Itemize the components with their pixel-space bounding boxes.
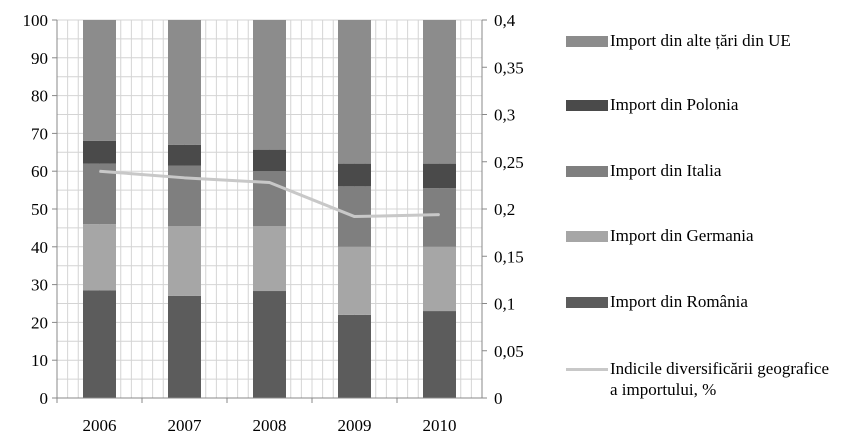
legend-line-diversification-index (566, 368, 608, 371)
bar-2008-series-0 (253, 291, 286, 398)
right-tick-label: 0,4 (494, 11, 516, 30)
legend-item-other-eu: Import din alte țări din UE (566, 30, 791, 51)
bar-2007-series-4 (168, 20, 201, 145)
legend-swatch-germania (566, 231, 608, 242)
bar-2010-series-2 (423, 188, 456, 247)
x-tick-label: 2007 (168, 416, 203, 435)
left-tick-label: 10 (31, 351, 48, 370)
bar-2008-series-3 (253, 149, 286, 172)
diversification-index-point (184, 177, 185, 179)
legend-item-italia: Import din Italia (566, 160, 721, 181)
bar-2007-series-3 (168, 144, 201, 166)
left-tick-label: 30 (31, 276, 48, 295)
left-tick-label: 50 (31, 200, 48, 219)
bar-2006-series-2 (83, 163, 116, 225)
bar-2007-series-1 (168, 226, 201, 296)
left-tick-label: 60 (31, 162, 48, 181)
axes: 0 10 20 30 40 50 60 70 80 90 100 0 0,05 0,1 0,15 0,2 0,2… (23, 11, 524, 435)
x-tick-label: 2008 (253, 416, 287, 435)
diversification-index-point (269, 182, 270, 184)
bar-2008-series-2 (253, 171, 286, 227)
legend-label-diversification-index: Indicile diversificării geografice a imp… (610, 359, 829, 399)
right-tick-label: 0,05 (494, 342, 524, 361)
bar-2006-series-4 (83, 20, 116, 141)
bar-2007-series-0 (168, 295, 201, 398)
bar-2010-series-1 (423, 246, 456, 312)
bar-2006-series-3 (83, 140, 116, 164)
bar-2006-series-1 (83, 224, 116, 291)
diversification-index-point (99, 170, 100, 172)
left-tick-label: 100 (23, 11, 49, 30)
right-tick-label: 0,35 (494, 58, 524, 77)
legend-label-romania: Import din România (610, 292, 748, 311)
right-tick-label: 0 (494, 389, 503, 408)
legend-swatch-other-eu (566, 36, 608, 47)
right-tick-label: 0,2 (494, 200, 515, 219)
legend-swatch-romania (566, 297, 608, 308)
bar-2008-series-4 (253, 20, 286, 150)
legend-label-italia: Import din Italia (610, 161, 722, 180)
right-tick-label: 0,25 (494, 153, 524, 172)
legend-item-romania: Import din România (566, 291, 748, 312)
bar-2009-series-3 (338, 163, 371, 187)
legend: Import din alte țări din UE Import din P… (566, 0, 856, 438)
bar-2010-series-4 (423, 20, 456, 164)
x-tick-label: 2010 (423, 416, 457, 435)
bar-2010-series-3 (423, 163, 456, 189)
diversification-index-point (354, 216, 355, 218)
right-tick-label: 0,15 (494, 247, 524, 266)
legend-swatch-italia (566, 166, 608, 177)
left-tick-label: 40 (31, 238, 48, 257)
legend-label-polonia: Import din Polonia (610, 95, 739, 114)
legend-label-germania: Import din Germania (610, 226, 754, 245)
legend-label-other-eu: Import din alte țări din UE (610, 31, 791, 50)
left-tick-label: 70 (31, 124, 48, 143)
bar-2008-series-1 (253, 226, 286, 292)
x-tick-label: 2009 (338, 416, 372, 435)
line-series (99, 169, 440, 219)
x-tick-label: 2006 (83, 416, 117, 435)
left-tick-label: 0 (40, 389, 49, 408)
bar-2009-series-1 (338, 246, 371, 315)
diversification-index-point (439, 214, 440, 216)
bar-2007-series-2 (168, 165, 201, 227)
right-tick-label: 0,3 (494, 106, 515, 125)
legend-item-diversification-index: Indicile diversificării geografice a imp… (566, 358, 840, 400)
left-tick-label: 90 (31, 49, 48, 68)
legend-item-polonia: Import din Polonia (566, 94, 738, 115)
legend-swatch-polonia (566, 100, 608, 111)
legend-item-germania: Import din Germania (566, 225, 754, 246)
bars (83, 20, 456, 398)
bar-2009-series-4 (338, 20, 371, 164)
bar-2006-series-0 (83, 290, 116, 398)
right-tick-label: 0,1 (494, 295, 515, 314)
bar-2009-series-0 (338, 314, 371, 398)
left-tick-label: 80 (31, 87, 48, 106)
left-tick-label: 20 (31, 313, 48, 332)
bar-2010-series-0 (423, 311, 456, 398)
